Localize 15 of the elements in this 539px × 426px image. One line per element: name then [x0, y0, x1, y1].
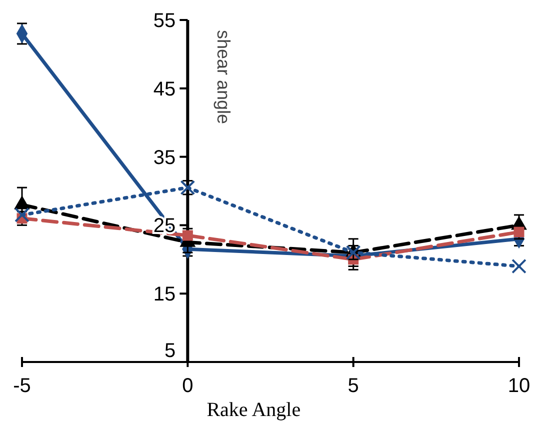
point — [182, 230, 193, 241]
point — [180, 180, 196, 196]
x-tick-label: 5 — [348, 375, 359, 397]
y-tick-label: 15 — [153, 284, 176, 306]
y-axis-title: shear angle — [213, 30, 234, 124]
x-tick-label: -5 — [13, 375, 31, 397]
x-tick-label: 10 — [508, 375, 530, 397]
y-tick-label: 55 — [153, 10, 176, 32]
point — [14, 208, 30, 222]
y-tick-label: 35 — [153, 146, 176, 169]
x-tick-label: 0 — [182, 375, 194, 397]
y-tick-label: 5 — [164, 340, 176, 362]
point — [512, 258, 526, 274]
y-tick-label: 45 — [153, 78, 176, 100]
x-axis-title: Rake Angle — [206, 399, 301, 421]
